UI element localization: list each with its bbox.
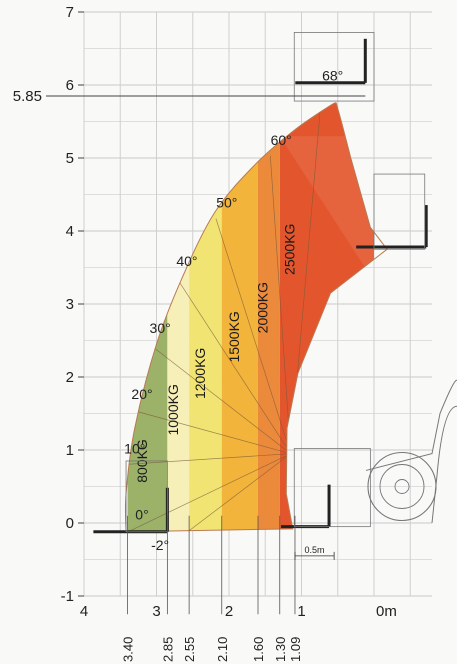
zone-label: 1500KG [226, 311, 242, 362]
wheel-ring [394, 479, 410, 494]
y-tick-label: 2 [66, 369, 74, 386]
y-tick-label: 3 [66, 296, 74, 313]
y-tick-label: 5 [66, 150, 74, 167]
zone-label: 2500KG [281, 224, 297, 275]
scale-note: 0.5m [305, 545, 325, 555]
y-tick-label: 1 [66, 442, 74, 459]
x-vertical-label: 3.40 [121, 637, 136, 662]
machine-cab-edge [431, 405, 457, 524]
machine-body-edge [365, 379, 457, 471]
angle-label: 20° [131, 386, 152, 402]
angle-ray [149, 453, 291, 532]
angle-ray [131, 409, 291, 454]
x-tick-label: 4 [80, 603, 88, 620]
x-vertical-label: 1.09 [288, 637, 303, 662]
angle-ray [149, 343, 291, 454]
x-tick-label: 1 [297, 603, 305, 620]
angle-ray [130, 453, 291, 531]
angle-ray [215, 218, 291, 454]
x-tick-label: 2 [225, 603, 233, 620]
angle-ray [175, 276, 291, 454]
angle-label: 0° [135, 506, 148, 522]
angle-ray [269, 155, 291, 454]
y-special-label: 5.85 [13, 88, 42, 105]
envelope-outline [124, 102, 388, 533]
y-tick-label: 6 [66, 77, 74, 94]
angle-rays [125, 102, 323, 532]
angle-label: 30° [150, 320, 171, 336]
angle-label: 10° [124, 441, 145, 457]
fork-box [293, 448, 371, 528]
angle-label: 40° [176, 253, 197, 269]
fork-box [293, 32, 375, 102]
x-vertical-label: 1.30 [273, 637, 288, 662]
machine-outline [365, 379, 457, 524]
angle-ray [125, 453, 291, 465]
angle-label: 50° [216, 195, 237, 211]
load-zone-band [189, 102, 222, 532]
zone-label: 1200KG [192, 348, 208, 399]
angle-label: 68° [322, 68, 343, 84]
y-tick-label: -1 [61, 588, 74, 605]
zone-label: 2000KG [254, 282, 270, 333]
y-tick-label: 4 [66, 223, 74, 240]
axes: -1 0 1 2 3 4 5 6 7 5.85 4 3 2 1 0m 3.40 2.85 2.55 2.10 1.60… [13, 4, 397, 662]
load-zone-band [221, 102, 258, 532]
x-vertical-label: 2.55 [182, 637, 197, 662]
angle-label: 60° [271, 132, 292, 148]
x-vertical-label: 2.10 [215, 637, 230, 662]
y-tick-label: 0 [66, 515, 74, 532]
fork-box [125, 460, 168, 533]
x-tick-label: 0m [376, 603, 397, 620]
y-tick-label: 7 [66, 4, 74, 21]
angle-labels: 68° 60° 50° 40° 30° 20° 10° 0°-2° [124, 68, 343, 553]
x-tick-label: 3 [152, 603, 160, 620]
fork-box [373, 173, 426, 250]
x-vertical-label: 1.60 [251, 637, 266, 662]
x-vertical-label: 2.85 [160, 637, 175, 662]
zone-label: 1000KG [165, 384, 181, 435]
angle-label: -2° [151, 537, 169, 553]
wheel-ring [379, 464, 425, 509]
